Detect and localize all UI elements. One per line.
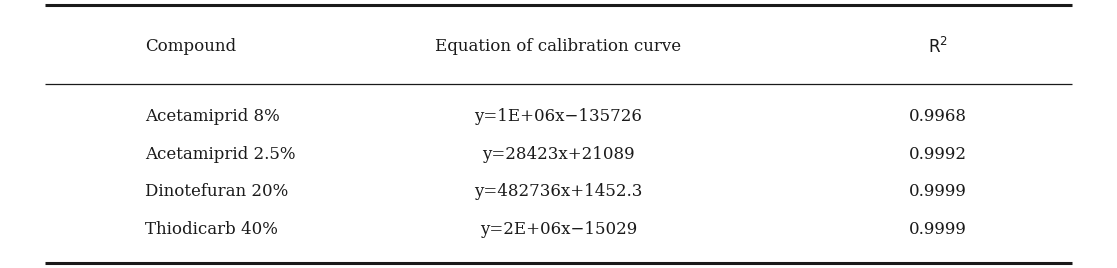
Text: 0.9999: 0.9999 [909,183,967,200]
Text: 0.9968: 0.9968 [909,108,967,125]
Text: Thiodicarb 40%: Thiodicarb 40% [145,221,278,238]
Text: y=1E+06x−135726: y=1E+06x−135726 [475,108,642,125]
Text: Acetamiprid 2.5%: Acetamiprid 2.5% [145,146,296,163]
Text: 0.9992: 0.9992 [909,146,967,163]
Text: 0.9999: 0.9999 [909,221,967,238]
Text: Dinotefuran 20%: Dinotefuran 20% [145,183,288,200]
Text: Equation of calibration curve: Equation of calibration curve [436,38,681,55]
Text: $\mathrm{R}^{2}$: $\mathrm{R}^{2}$ [928,37,948,57]
Text: y=2E+06x−15029: y=2E+06x−15029 [480,221,637,238]
Text: y=482736x+1452.3: y=482736x+1452.3 [475,183,642,200]
Text: Acetamiprid 8%: Acetamiprid 8% [145,108,280,125]
Text: Compound: Compound [145,38,237,55]
Text: y=28423x+21089: y=28423x+21089 [483,146,634,163]
